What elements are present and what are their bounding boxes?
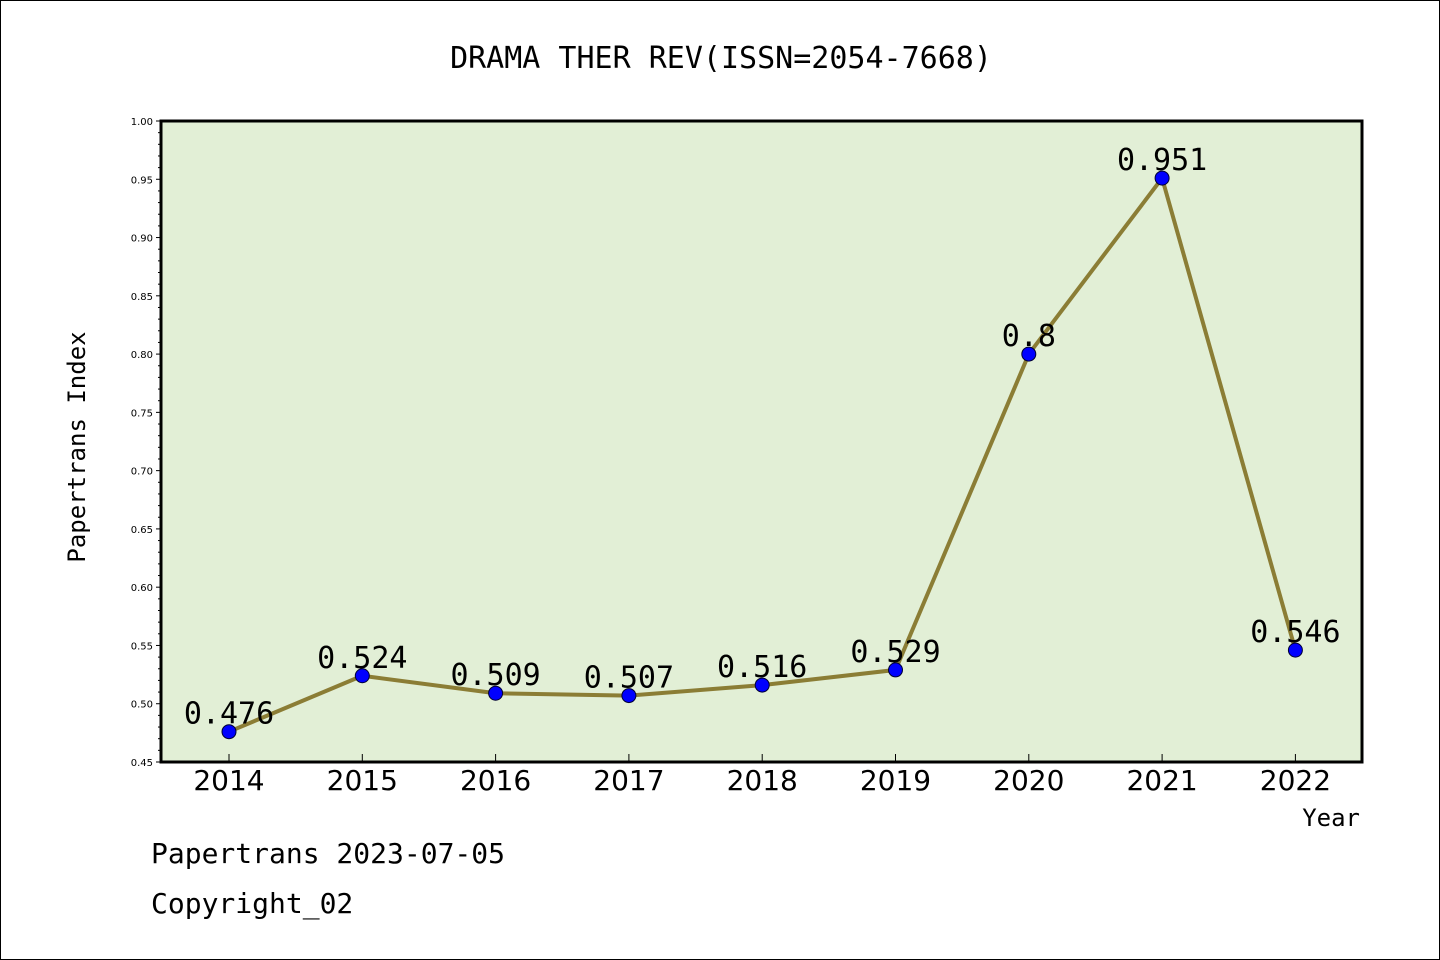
data-point: [488, 685, 504, 701]
data-label: 0.516: [717, 650, 807, 685]
y-tick-label: 0.60: [131, 583, 153, 594]
plot-frame: [159, 119, 1364, 764]
x-tick-label: 2018: [727, 764, 798, 797]
y-tick-label: 0.75: [131, 408, 153, 419]
y-tick-label: 0.65: [131, 525, 153, 536]
data-label: 0.476: [184, 697, 274, 732]
data-point: [888, 662, 903, 678]
data-label: 0.529: [850, 635, 940, 670]
data-point: [1154, 170, 1170, 186]
x-tick-label: 2021: [1126, 764, 1197, 797]
x-tick-label: 2015: [327, 764, 398, 797]
x-tick-label: 2020: [993, 764, 1064, 797]
data-label: 0.524: [317, 641, 407, 676]
data-label: 0.8: [1002, 319, 1056, 354]
y-tick-label: 0.85: [131, 292, 153, 303]
data-label: 0.546: [1250, 615, 1340, 650]
y-tick-label: 0.95: [131, 175, 153, 186]
data-point: [1021, 346, 1037, 362]
y-tick-label: 1.00: [131, 117, 153, 128]
y-tick-label: 0.90: [131, 234, 153, 245]
y-axis-label: Papertrans Index: [63, 331, 91, 562]
chart-title: DRAMA THER REV(ISSN=2054-7668): [450, 41, 992, 76]
footer-copyright: Copyright_02: [151, 887, 354, 920]
y-tick-label: 0.45: [131, 758, 153, 769]
x-axis-label: Year: [1302, 804, 1360, 832]
x-tick-label: 2016: [460, 764, 531, 797]
data-point: [221, 724, 237, 740]
y-tick-label: 0.70: [131, 467, 153, 478]
plot-area: [161, 121, 1362, 762]
data-point: [354, 668, 370, 684]
x-tick-label: 2022: [1260, 764, 1331, 797]
footer-date: Papertrans 2023-07-05: [151, 837, 506, 870]
data-point: [754, 677, 770, 693]
data-label: 0.507: [584, 661, 674, 696]
data-point: [1287, 642, 1303, 658]
y-tick-label: 0.50: [131, 700, 153, 711]
x-tick-label: 2014: [193, 764, 264, 797]
x-tick-label: 2017: [593, 764, 664, 797]
data-label: 0.951: [1117, 143, 1207, 178]
x-tick-label: 2019: [860, 764, 931, 797]
y-tick-label: 0.80: [131, 350, 153, 361]
data-label: 0.509: [450, 658, 540, 693]
y-tick-label: 0.55: [131, 641, 153, 652]
data-point: [621, 688, 637, 704]
